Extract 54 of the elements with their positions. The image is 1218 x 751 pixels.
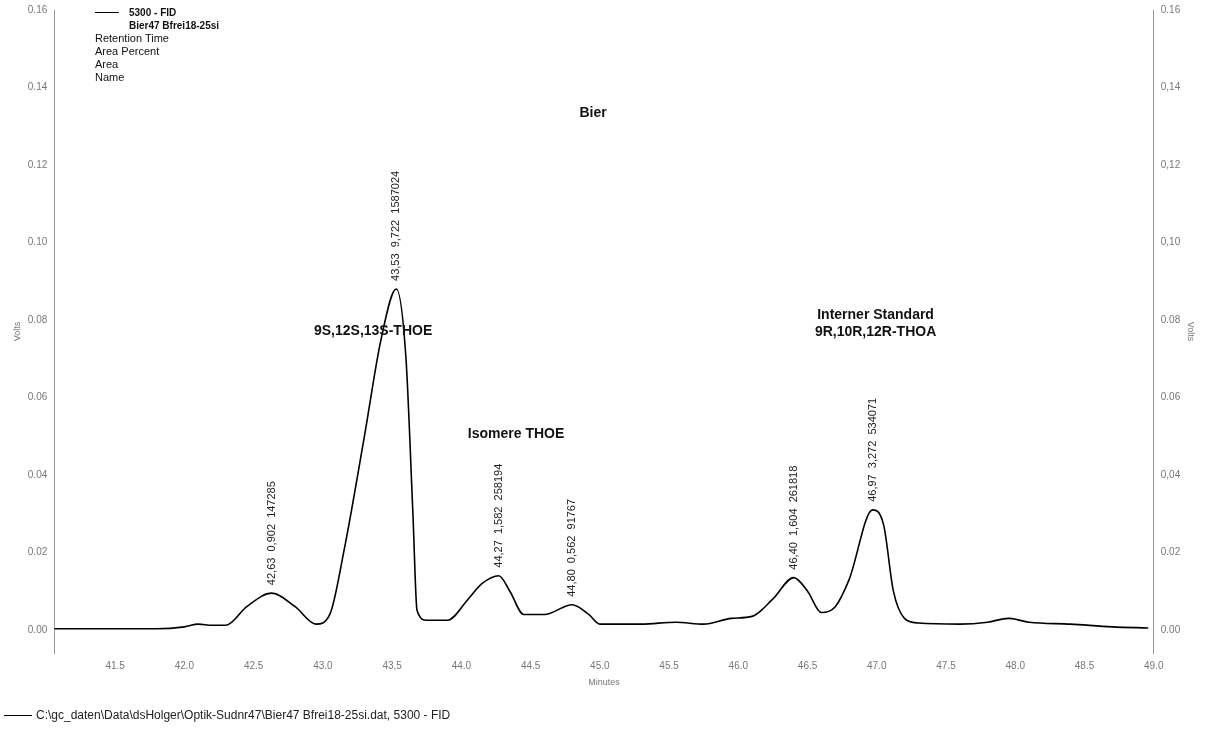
y2-tick-label: 0.00 — [1160, 623, 1181, 635]
y2-tick-label: 0.08 — [1160, 313, 1181, 325]
y-tick-label: 0.16 — [27, 3, 48, 15]
y2-tick-label: 0,14 — [1160, 81, 1181, 93]
y2-tick-label: 0,12 — [1160, 158, 1181, 170]
line-series — [54, 288, 1149, 630]
y-tick-label: 0.02 — [27, 546, 48, 558]
legend-title: Bier47 Bfrei18-25si — [129, 19, 220, 32]
x-tick-label: 48.5 — [1074, 659, 1095, 671]
x-tick-label: 42.0 — [174, 659, 195, 671]
y2-tick-label: 0,10 — [1160, 236, 1181, 248]
y2-tick-label: 0.16 — [1160, 3, 1181, 15]
x-tick-label: 46.0 — [728, 659, 749, 671]
x-tick-label: 43.0 — [313, 659, 334, 671]
annotation: Area Percent — [95, 45, 161, 58]
x-tick-label: 47.0 — [867, 659, 887, 671]
annotation: 43,53 9,722 1587024 — [389, 170, 402, 281]
x-tick-label: 44.5 — [520, 659, 541, 671]
x-tick-label: 45.0 — [590, 659, 611, 671]
annotation: 46,97 3,272 534071 — [865, 397, 878, 502]
y2-tick-label: 0,04 — [1160, 468, 1181, 480]
annotation: 46,40 1,604 261818 — [786, 465, 799, 570]
legend-label: 5300 - FID — [129, 6, 177, 19]
annotation: 42,63 0,902 147285 — [264, 481, 277, 586]
annotation: Retention Time — [95, 32, 170, 45]
annotation: Interner Standard 9R,10R,12R-THOA — [814, 306, 937, 340]
x-tick-label: 46.5 — [797, 659, 818, 671]
text: C:\gc_daten\Data\dsHolger\Optik-Sudnr47\Bier47 Bfrei18-25si.dat, 5300 - FID — [36, 708, 451, 722]
text: Bier — [579, 103, 608, 120]
annotation: 44,27 1,582 258194 — [491, 463, 504, 568]
annotation: Isomere THOE — [467, 425, 565, 442]
y-axis-title: Volts — [11, 321, 22, 342]
y2-tick-label: 0.06 — [1160, 391, 1181, 403]
y-tick-label: 0.10 — [27, 236, 48, 248]
x-tick-label: 47.5 — [936, 659, 957, 671]
y-tick-label: 0.08 — [27, 313, 48, 325]
annotation: Name — [95, 71, 126, 84]
y-tick-label: 0.06 — [27, 391, 48, 403]
x-tick-label: 44.0 — [451, 659, 472, 671]
y-tick-label: 0.04 — [27, 468, 48, 480]
x-tick-label: 48.0 — [1005, 659, 1026, 671]
x-axis-title: Minutes — [588, 677, 621, 688]
x-tick-label: 41.5 — [105, 659, 126, 671]
annotation: Area — [95, 58, 120, 71]
x-tick-label: 45.5 — [659, 659, 680, 671]
x-tick-label: 49.0 — [1144, 659, 1164, 671]
x-tick-label: 43,5 — [382, 659, 403, 671]
y-tick-label: 0.12 — [27, 158, 48, 170]
x-tick-label: 42.5 — [243, 659, 264, 671]
y2-axis-title: Volts — [1186, 321, 1197, 342]
y-tick-label: 0.00 — [27, 623, 48, 635]
annotation: 44,80 0,562 91767 — [565, 498, 578, 597]
y2-tick-label: 0.02 — [1160, 546, 1181, 558]
y-tick-label: 0.14 — [27, 81, 48, 93]
